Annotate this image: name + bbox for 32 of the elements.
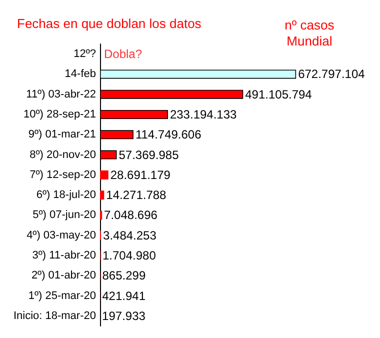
data-label: 1.704.980 (102, 248, 156, 262)
y-tick-label: 6º) 18-jul-20 (36, 189, 96, 202)
y-tick-label: 9º) 01-mar-21 (28, 128, 96, 141)
y-tick-label: 5º) 07-jun-20 (32, 209, 96, 222)
y-tick-label: 12º? (74, 48, 96, 60)
y-tick-label: 3º) 11-abr-20 (32, 250, 96, 262)
data-label: 865.299 (102, 268, 146, 283)
data-label: 28.691.179 (110, 168, 171, 182)
bar (100, 190, 104, 200)
y-tick-label: 11º) 03-abr-22 (26, 88, 96, 100)
data-label: 14.271.788 (106, 188, 167, 202)
y-tick-label: 1º) 25-mar-20 (28, 290, 96, 302)
data-label: 491.105.794 (245, 87, 312, 102)
data-label: 233.194.133 (170, 108, 238, 122)
y-tick-label: 2º) 01-abr-20 (31, 270, 96, 282)
data-label: 57.369.985 (118, 148, 180, 162)
x-axis-title: nº casos Mundial (284, 18, 335, 48)
data-label: 7.048.696 (104, 208, 158, 222)
annotation: Dobla? (104, 47, 142, 62)
y-tick-label: Inicio: 18-mar-20 (13, 310, 96, 322)
y-tick-label: 7º) 12-sep-20 (30, 168, 96, 181)
data-label: 3.484.253 (103, 228, 157, 242)
bar (100, 170, 108, 180)
y-tick-label: 14-feb (64, 68, 96, 80)
data-label: 672.797.104 (298, 67, 366, 82)
chart-title: Fechas en que doblan los datos (17, 16, 202, 31)
y-tick-label: 10º) 28-sep-21 (23, 108, 96, 120)
y-tick-label: 8º) 20-nov-20 (30, 148, 96, 161)
y-tick-label: 4º) 03-may-20 (26, 229, 96, 242)
data-label: 114.749.606 (135, 128, 202, 142)
data-label: 197.933 (102, 308, 146, 323)
data-label: 421.941 (102, 288, 146, 303)
